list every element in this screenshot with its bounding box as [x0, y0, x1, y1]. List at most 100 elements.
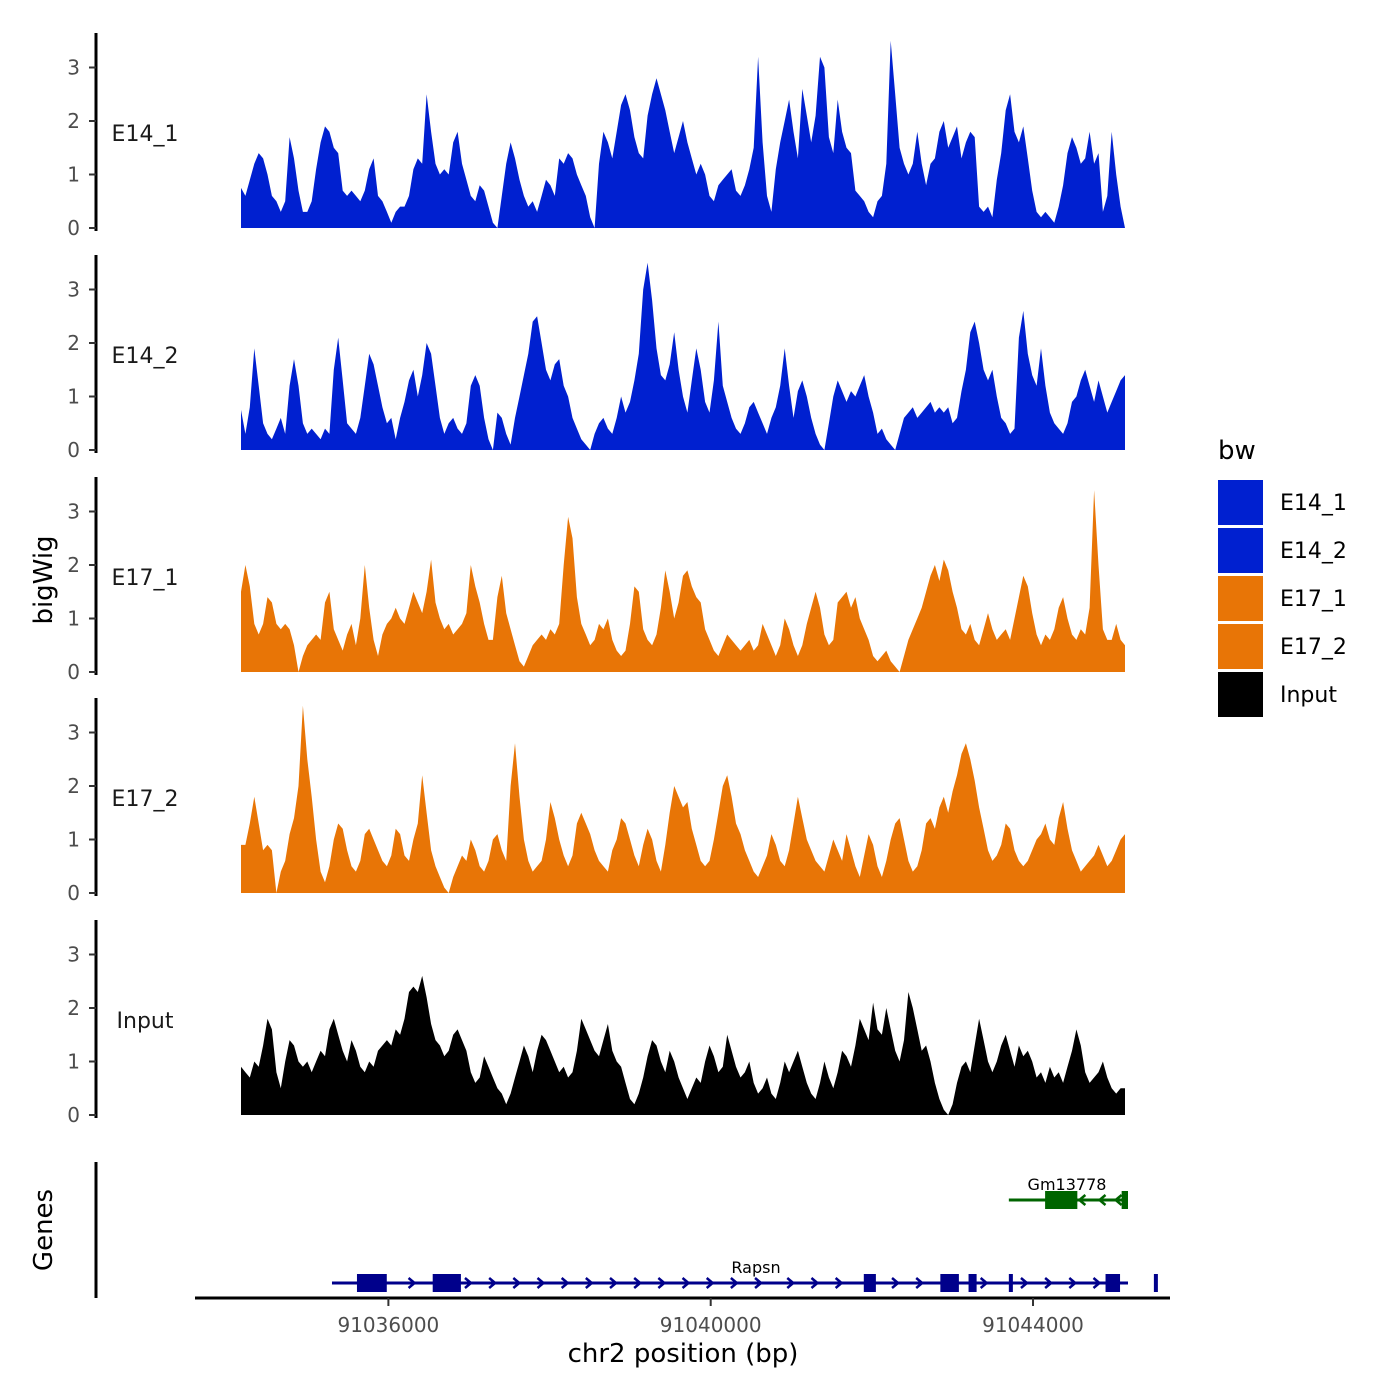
strand-arrow	[488, 1277, 498, 1289]
track-label: E17_2	[112, 787, 179, 812]
gene-exon	[1045, 1191, 1078, 1209]
legend-label: E17_2	[1280, 635, 1347, 660]
legend-swatch	[1218, 576, 1263, 621]
y-tick-label: 1	[67, 828, 80, 852]
y-tick-label: 3	[67, 500, 80, 524]
gene-exon	[1121, 1191, 1128, 1209]
strand-arrow	[633, 1277, 643, 1289]
track-e14-1: 0 1 2 3 E14_1	[67, 33, 1125, 240]
gene-label: Rapsn	[731, 1258, 780, 1277]
strand-arrow	[464, 1277, 473, 1289]
track-e17-2: 0 1 2 3 E17_2	[67, 698, 1125, 905]
track-e17-1: 0 1 2 3 E17_1	[67, 477, 1125, 684]
legend-title: bw	[1218, 436, 1256, 466]
track-label: E17_1	[112, 566, 179, 591]
gene-exon	[863, 1274, 876, 1292]
strand-arrow	[536, 1277, 546, 1289]
strand-arrow	[786, 1277, 796, 1289]
signal-area-e14-2	[241, 262, 1125, 450]
strand-arrow	[891, 1277, 900, 1289]
y-tick-label: 3	[67, 278, 80, 302]
legend-swatch	[1218, 624, 1263, 669]
legend-entry-e14-2: E14_2	[1218, 528, 1347, 573]
signal-tracks: 0 1 2 3 E14_1 0 1 2 3 E14_2 0 1 2 3 E17_1 0 1 2 3 E17_2 0 1 2 3…	[67, 33, 1125, 1127]
gene-exon	[356, 1274, 387, 1292]
y-tick-label: 3	[67, 56, 80, 80]
strand-arrow	[1044, 1277, 1054, 1289]
strand-arrow	[512, 1277, 522, 1289]
track-label: Input	[117, 1009, 174, 1034]
strand-arrow	[915, 1277, 925, 1289]
track-label: E14_2	[112, 344, 179, 369]
strand-arrow	[1077, 1194, 1087, 1206]
signal-area-e17-1	[241, 490, 1125, 672]
y-tick-label: 3	[67, 943, 80, 967]
track-input: 0 1 2 3 Input	[67, 920, 1125, 1127]
legend-swatch	[1218, 480, 1263, 525]
y-tick-label: 2	[67, 331, 80, 355]
signal-area-e17-2	[241, 705, 1125, 893]
strand-arrow	[705, 1277, 715, 1289]
gene-exon	[1105, 1274, 1121, 1292]
gene-exon	[968, 1274, 977, 1292]
y-tick-label: 1	[67, 385, 80, 409]
y-tick-label: 2	[67, 774, 80, 798]
strand-arrow	[730, 1277, 739, 1289]
strand-arrow	[560, 1277, 570, 1289]
x-axis-title: chr2 position (bp)	[568, 1339, 799, 1369]
y-tick-label: 0	[67, 881, 80, 905]
strand-arrow	[681, 1277, 691, 1289]
track-label: E14_1	[112, 122, 179, 147]
strand-arrow	[585, 1277, 594, 1289]
gene-exon	[432, 1274, 461, 1292]
legend-label: E17_1	[1280, 587, 1347, 612]
x-axis-ticks: 91036000 91040000 91044000	[337, 1298, 1084, 1337]
legend-entry-e14-1: E14_1	[1218, 480, 1347, 525]
legend-entries: E14_1 E14_2 E17_1 E17_2 Input	[1218, 480, 1347, 717]
legend-entry-input: Input	[1218, 672, 1337, 717]
gene-exon	[1153, 1274, 1158, 1292]
strand-arrow	[407, 1277, 417, 1289]
genes-axis-title: Genes	[29, 1189, 59, 1271]
y-tick-label: 0	[67, 660, 80, 684]
legend-label: Input	[1280, 683, 1337, 708]
strand-arrow	[609, 1277, 618, 1289]
legend-swatch	[1218, 528, 1263, 573]
y-tick-label: 3	[67, 721, 80, 745]
strand-arrow	[754, 1277, 764, 1289]
genes-panel: Genes Gm13778 Rapsn 91036000 91040000 91044…	[29, 1162, 1170, 1337]
y-tick-label: 0	[67, 438, 80, 462]
gene-exon	[1008, 1274, 1013, 1292]
y-tick-label: 2	[67, 553, 80, 577]
strand-arrow	[834, 1277, 844, 1289]
legend-swatch	[1218, 672, 1263, 717]
signal-area-input	[241, 975, 1125, 1115]
gene-rapsn: Rapsn	[331, 1258, 1158, 1292]
strand-arrow	[657, 1277, 667, 1289]
track-e14-2: 0 1 2 3 E14_2	[67, 255, 1125, 462]
strand-arrow	[1020, 1277, 1029, 1289]
y-axis-title: bigWig	[29, 535, 59, 624]
strand-arrow	[1068, 1277, 1078, 1289]
gene-exon	[940, 1274, 959, 1292]
strand-arrow	[1113, 1194, 1123, 1206]
x-tick-label: 91044000	[982, 1313, 1084, 1337]
gene-gm13778: Gm13778	[1008, 1175, 1128, 1209]
x-tick-label: 91036000	[337, 1313, 439, 1337]
x-tick-label: 91040000	[660, 1313, 762, 1337]
y-tick-label: 1	[67, 163, 80, 187]
y-tick-label: 2	[67, 996, 80, 1020]
y-tick-label: 1	[67, 607, 80, 631]
gene-label: Gm13778	[1028, 1175, 1107, 1194]
strand-arrow	[810, 1277, 820, 1289]
legend: bw E14_1 E14_2 E17_1 E17_2 Input	[1218, 436, 1347, 717]
strand-arrow	[1097, 1194, 1107, 1206]
y-tick-label: 2	[67, 109, 80, 133]
legend-label: E14_2	[1280, 539, 1347, 564]
strand-arrow	[1092, 1277, 1102, 1289]
signal-area-e14-1	[241, 40, 1125, 228]
y-tick-label: 1	[67, 1050, 80, 1074]
legend-label: E14_1	[1280, 491, 1347, 516]
legend-entry-e17-2: E17_2	[1218, 624, 1347, 669]
